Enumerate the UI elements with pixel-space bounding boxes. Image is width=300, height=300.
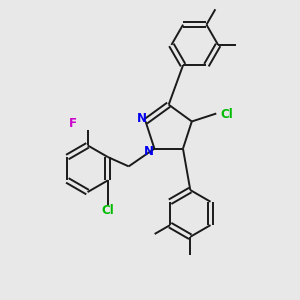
Text: F: F <box>69 117 76 130</box>
Text: N: N <box>137 112 147 125</box>
Text: Cl: Cl <box>220 108 233 121</box>
Text: N: N <box>144 146 154 158</box>
Text: Cl: Cl <box>101 204 114 217</box>
